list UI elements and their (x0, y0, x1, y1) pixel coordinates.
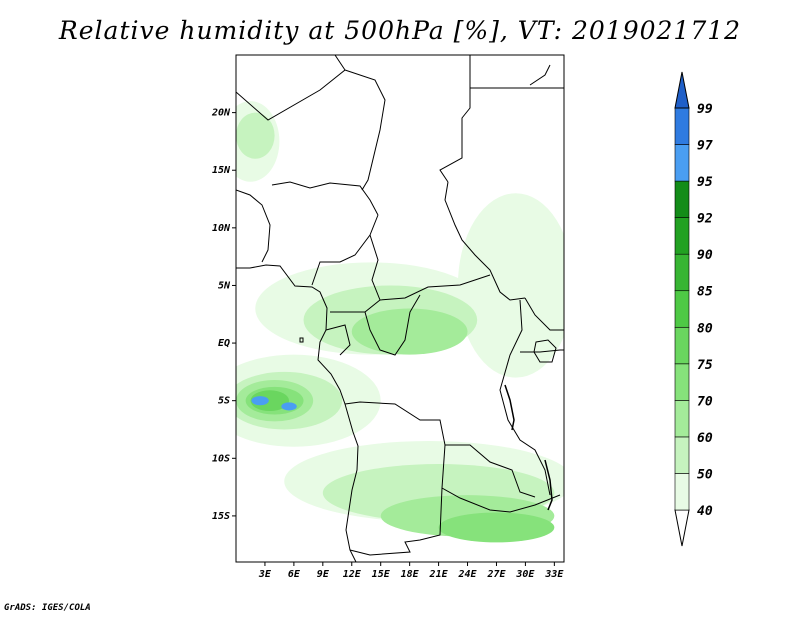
humidity-area (438, 512, 555, 543)
lon-tick-label: 30E (515, 569, 535, 580)
lon-tick-label: 24E (457, 569, 477, 580)
country-borders (236, 55, 564, 562)
chart-title: Relative humidity at 500hPa [%], VT: 201… (58, 16, 742, 45)
lon-tick-label: 33E (544, 569, 564, 580)
lat-tick-label: 10N (212, 223, 231, 234)
lon-tick-label: 6E (288, 569, 301, 580)
humidity-area (236, 112, 275, 159)
lon-tick-label: 15E (372, 569, 391, 580)
border-niger-nigeria (271, 181, 379, 216)
lon-tick-label: 12E (343, 569, 362, 580)
colorbar-segment (674, 473, 690, 511)
colorbar-upper-extend (674, 71, 690, 109)
island-bioko (299, 337, 304, 343)
humidity-area (457, 193, 564, 378)
map-plot-area: 20N 15N 10N 5N EQ 5S 10S 15S 3E 6E 9E 12E 15E 18E 21E… (211, 54, 565, 580)
border-libya-egypt (439, 55, 471, 183)
colorbar-segment (674, 180, 690, 218)
longitude-ticks: 3E 6E 9E 12E 15E 18E 21E 24E 27E 30E 33E (258, 562, 564, 580)
colorbar-label: 50 (697, 467, 713, 482)
border-congo-drc (364, 294, 421, 356)
border-sahara-north (236, 55, 346, 121)
border-east-lakes (499, 299, 551, 496)
colorbar-label: 75 (697, 358, 713, 373)
colorbar-label: 99 (697, 102, 713, 117)
humidity-fills (236, 101, 564, 543)
lat-tick-label: 15S (212, 511, 230, 522)
colorbar-segment (674, 363, 690, 401)
colorbar-label: 70 (697, 394, 713, 409)
lake-victoria (533, 339, 557, 363)
colorbar-segment (674, 107, 690, 145)
border-niger-libya (344, 69, 386, 191)
colorbar-label: 80 (697, 321, 713, 336)
credit-text: GrADS: IGES/COLA (4, 603, 91, 613)
colorbar-segment (674, 253, 690, 292)
humidity-area (250, 390, 290, 412)
lake-tanganyika (504, 384, 515, 431)
latitude-ticks: 20N 15N 10N 5N EQ 5S 10S 15S (211, 108, 236, 522)
colorbar-segment (674, 144, 690, 182)
colorbar-label: 95 (697, 175, 713, 190)
colorbar-segment (674, 326, 690, 365)
colorbar-segment (674, 436, 690, 474)
colorbar-lower-extend (674, 509, 690, 547)
border-zambia-south (349, 487, 443, 556)
border-chad-sudan (444, 181, 526, 301)
map-frame (235, 54, 565, 563)
lat-tick-label: EQ (218, 338, 230, 349)
humidity-area (281, 402, 297, 411)
red-sea-coast (529, 64, 551, 86)
border-car-congo (379, 274, 491, 301)
colorbar-label: 85 (697, 285, 713, 300)
border-cameroon-car (330, 234, 381, 313)
border-west-africa (236, 189, 271, 263)
lat-tick-label: 10S (212, 453, 230, 464)
border-nigeria-cameroon (311, 214, 379, 286)
colorbar-segment (674, 290, 690, 328)
colorbar: 40 50 60 70 75 80 85 90 92 95 97 99 (674, 71, 713, 547)
lat-tick-label: 15N (212, 165, 231, 176)
border-tanzania (520, 349, 564, 353)
colorbar-segment (674, 400, 690, 438)
lat-tick-label: 5S (218, 396, 230, 407)
lon-tick-label: 9E (317, 569, 330, 580)
colorbar-segment (674, 217, 690, 255)
colorbar-label: 90 (697, 248, 713, 263)
colorbar-label: 97 (697, 139, 713, 154)
lon-tick-label: 3E (258, 569, 272, 580)
coastline-west (236, 264, 359, 562)
humidity-area (251, 396, 269, 406)
lake-malawi (544, 459, 553, 511)
lon-tick-label: 27E (486, 569, 506, 580)
colorbar-label: 40 (697, 504, 713, 519)
lat-tick-label: 20N (211, 108, 231, 119)
lon-tick-label: 21E (429, 569, 449, 580)
border-uganda-kenya (524, 297, 564, 331)
humidity-area (351, 308, 468, 355)
colorbar-label: 92 (697, 212, 713, 227)
colorbar-label: 60 (697, 431, 713, 446)
border-gabon (325, 324, 351, 356)
lon-tick-label: 18E (401, 569, 420, 580)
lat-tick-label: 5N (218, 280, 231, 291)
